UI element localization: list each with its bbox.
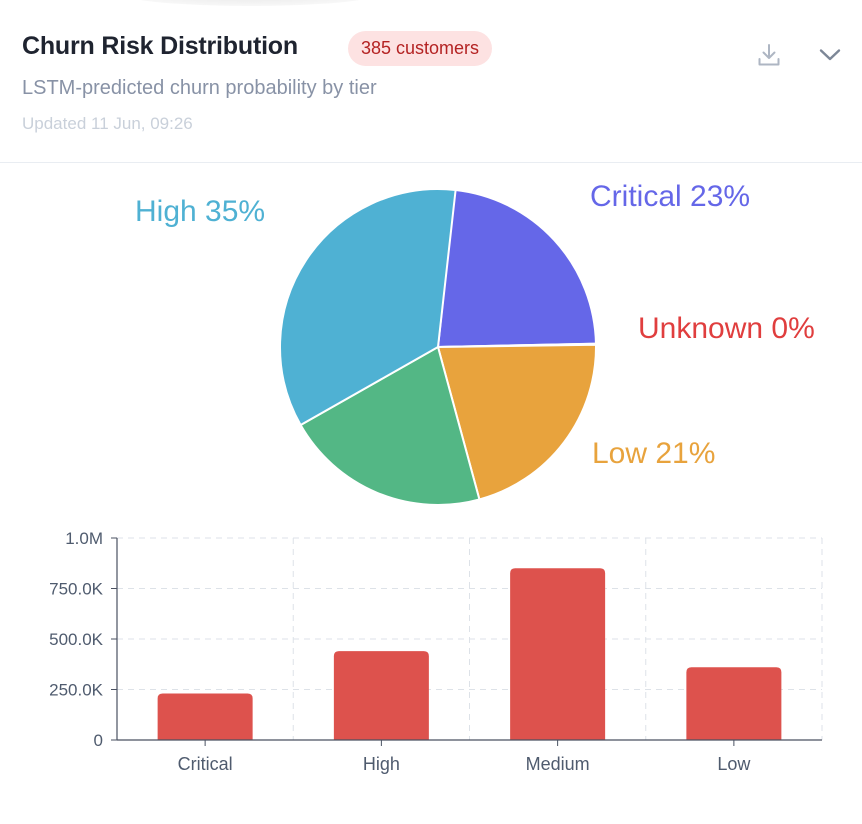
card-shadow bbox=[120, 0, 380, 6]
download-icon bbox=[758, 44, 780, 66]
updated-timestamp: Updated 11 Jun, 09:26 bbox=[22, 114, 193, 133]
y-tick-label: 250.0K bbox=[49, 681, 104, 700]
y-tick-label: 750.0K bbox=[49, 580, 104, 599]
x-tick-label: Medium bbox=[526, 754, 590, 774]
x-tick-label: High bbox=[363, 754, 400, 774]
pie-slice-high[interactable] bbox=[279, 188, 457, 427]
pie-label-critical: Critical 23% bbox=[590, 180, 750, 213]
y-tick-label: 1.0M bbox=[65, 529, 103, 548]
pie-label-low: Low 21% bbox=[592, 437, 715, 470]
card-header: Churn Risk Distribution 385 customers LS… bbox=[0, 0, 862, 163]
card-subtitle: LSTM-predicted churn probability by tier bbox=[22, 77, 377, 99]
bar-medium bbox=[510, 568, 606, 740]
pie-chart-svg: Critical 23% Unknown 0% Low 21% Medium 21% H… bbox=[135, 180, 815, 505]
pie-slice-medium[interactable] bbox=[299, 345, 481, 505]
pie-label-high: High 35% bbox=[135, 195, 265, 228]
bar-chart: 0 250.0K 500.0K 750.0K 1.0M Critical High Mediu… bbox=[0, 520, 862, 800]
pie-label-unknown: Unknown 0% bbox=[638, 312, 815, 345]
collapse-button[interactable] bbox=[812, 37, 848, 73]
y-tick-label: 0 bbox=[94, 731, 103, 750]
bar-chart-svg: 0 250.0K 500.0K 750.0K 1.0M Critical High Mediu… bbox=[49, 529, 823, 774]
pie-chart: Critical 23% Unknown 0% Low 21% Medium 21% H… bbox=[0, 163, 862, 505]
bar-low bbox=[686, 667, 782, 740]
card-title: Churn Risk Distribution bbox=[22, 32, 298, 60]
bar-high bbox=[333, 651, 429, 740]
x-tick-label: Low bbox=[717, 754, 751, 774]
pie-label-medium: Medium 21% bbox=[170, 502, 345, 505]
pie-slice-critical[interactable] bbox=[436, 188, 597, 349]
pie-slice-low[interactable] bbox=[436, 343, 597, 501]
bar-critical bbox=[157, 693, 253, 740]
customer-count-badge: 385 customers bbox=[348, 31, 493, 66]
y-tick-label: 500.0K bbox=[49, 630, 104, 649]
chevron-down-icon bbox=[819, 49, 841, 61]
x-tick-label: Critical bbox=[178, 754, 233, 774]
download-button[interactable] bbox=[751, 37, 787, 73]
